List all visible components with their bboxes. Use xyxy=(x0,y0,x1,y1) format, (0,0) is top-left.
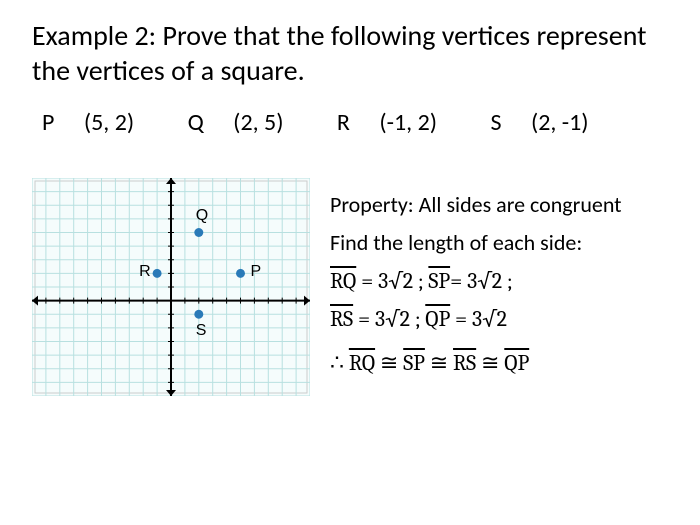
length-line-2: RS = 3√2 ; QP = 3√2 xyxy=(330,302,622,336)
length-line-1: RQ = 3√2 ; SP= 3√2 ; xyxy=(330,264,622,298)
example-title: Example 2: Prove that the following vert… xyxy=(32,18,668,88)
point-P-coord: P (5, 2) xyxy=(42,108,158,137)
find-line: Find the length of each side: xyxy=(330,226,622,260)
graph-label-P: P xyxy=(251,263,262,281)
coordinate-graph: P Q R S xyxy=(32,178,310,396)
graph-label-S: S xyxy=(196,322,207,340)
point-R-coord: R (-1, 2) xyxy=(337,108,461,137)
graph-label-Q: Q xyxy=(196,207,208,225)
conclusion-line: ∴ RQ ≅ SP ≅ RS ≅ QP xyxy=(330,346,622,380)
graph-label-R: R xyxy=(139,263,151,281)
property-line: Property: All sides are congruent xyxy=(330,188,622,222)
point-Q-coord: Q (2, 5) xyxy=(188,108,308,137)
vertex-coordinates: P (5, 2) Q (2, 5) R (-1, 2) S (2, -1) xyxy=(42,108,637,137)
proof-text: Property: All sides are congruent Find t… xyxy=(330,188,622,384)
point-S-coord: S (2, -1) xyxy=(490,108,612,137)
